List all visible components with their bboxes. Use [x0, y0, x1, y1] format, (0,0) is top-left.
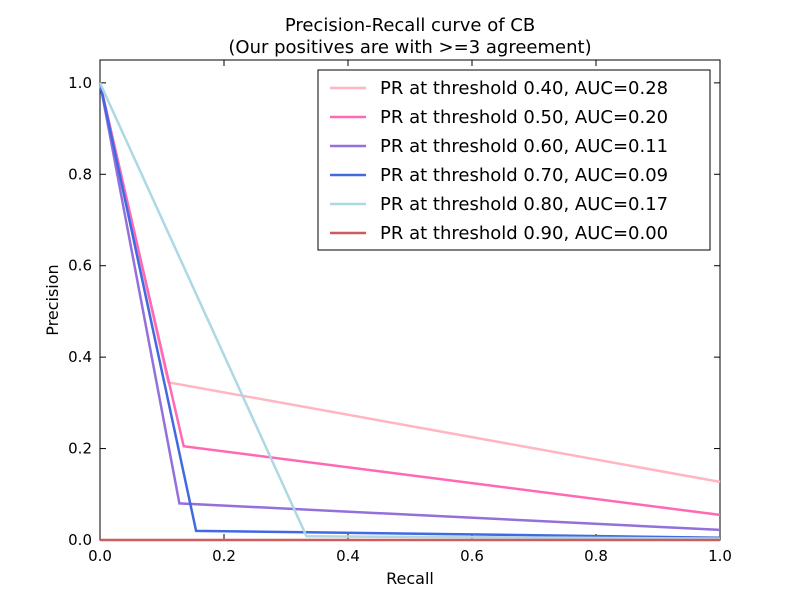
x-tick-label: 0.0 — [88, 547, 112, 565]
y-tick-label: 0.4 — [68, 348, 92, 366]
y-axis-ticks: 0.0 0.2 0.4 0.6 0.8 1.0 — [68, 74, 720, 549]
y-axis-label: Precision — [43, 264, 62, 335]
series-line-2 — [98, 82, 721, 532]
y-tick-label: 0.0 — [68, 531, 92, 549]
y-tick-label: 0.2 — [68, 440, 92, 458]
series-lines — [98, 82, 721, 542]
legend-label-0: PR at threshold 0.40, AUC=0.28 — [380, 78, 668, 99]
x-tick-label: 1.0 — [708, 547, 732, 565]
legend-label-5: PR at threshold 0.90, AUC=0.00 — [380, 223, 668, 244]
legend-label-2: PR at threshold 0.60, AUC=0.11 — [380, 136, 668, 157]
chart-subtitle: (Our positives are with >=3 agreement) — [228, 37, 591, 58]
y-tick-label: 1.0 — [68, 74, 92, 92]
legend-label-4: PR at threshold 0.80, AUC=0.17 — [380, 194, 668, 215]
legend-label-3: PR at threshold 0.70, AUC=0.09 — [380, 165, 668, 186]
series-line-1 — [98, 82, 721, 517]
y-tick-label: 0.8 — [68, 165, 92, 183]
x-tick-label: 0.4 — [336, 547, 360, 565]
x-tick-label: 0.8 — [584, 547, 608, 565]
x-axis-label: Recall — [386, 569, 434, 588]
series-line-4 — [98, 82, 721, 540]
legend-box — [317, 69, 711, 251]
x-tick-label: 0.6 — [460, 547, 484, 565]
x-tick-label: 0.2 — [212, 547, 236, 565]
series-line-3 — [98, 82, 721, 539]
chart-title: Precision-Recall curve of CB — [285, 15, 535, 36]
y-tick-label: 0.6 — [68, 257, 92, 275]
legend: PR at threshold 0.40, AUC=0.28 PR at thre… — [317, 69, 711, 251]
legend-label-1: PR at threshold 0.50, AUC=0.20 — [380, 107, 668, 128]
